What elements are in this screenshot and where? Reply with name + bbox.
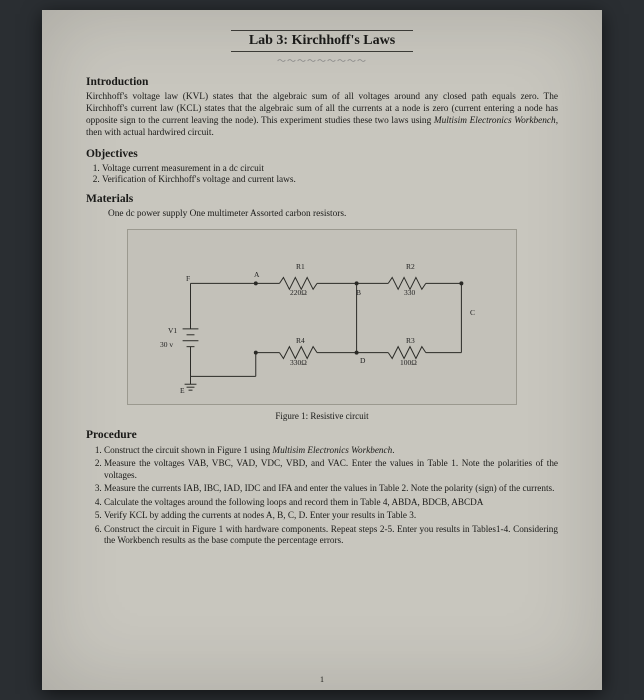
figure-circuit: F A B C D E V1 30 v R1 220Ω R2 330 R3 10… (127, 229, 517, 405)
heading-introduction: Introduction (86, 76, 558, 88)
heading-objectives: Objectives (86, 148, 558, 160)
proc-text: . (392, 445, 394, 455)
resistor-label-r3: R3 (406, 336, 415, 345)
objective-item: Verification of Kirchhoff's voltage and … (102, 175, 558, 185)
materials-text: One dc power supply One multimeter Assor… (108, 209, 558, 219)
title-block: Lab 3: Kirchhoff's Laws ～～～～～～～～～ (86, 30, 558, 62)
proc-text: AB, IBC, IAD, IDC and IFA and enter the … (186, 483, 554, 493)
resistor-value-r1: 220Ω (290, 288, 307, 297)
objectives-list: Voltage current measurement in a dc circ… (102, 164, 558, 185)
procedure-item: Measure the currents IAB, IBC, IAD, IDC … (104, 483, 558, 495)
page-number: 1 (42, 675, 602, 684)
intro-software-name: Multisim Electronics Workbench (434, 116, 556, 126)
resistor-label-r2: R2 (406, 262, 415, 271)
figure-caption: Figure 1: Resistive circuit (86, 411, 558, 421)
heading-materials: Materials (86, 193, 558, 205)
source-value: 30 v (160, 340, 173, 349)
procedure-item: Verify KCL by adding the currents at nod… (104, 510, 558, 522)
proc-text: Construct the circuit shown in Figure 1 … (104, 445, 272, 455)
introduction-paragraph: Kirchhoff's voltage law (KVL) states tha… (86, 92, 558, 140)
underline-decoration: ～～～～～～～～～ (242, 54, 402, 62)
proc-text: Measure the voltages V (104, 458, 193, 468)
source-label-v1: V1 (168, 326, 177, 335)
resistor-label-r4: R4 (296, 336, 305, 345)
resistor-value-r3: 100Ω (400, 358, 417, 367)
procedure-item: Construct the circuit in Figure 1 with h… (104, 524, 558, 547)
proc-em: Multisim Electronics Workbench (272, 445, 392, 455)
procedure-item: Construct the circuit shown in Figure 1 … (104, 445, 558, 457)
procedure-item: Calculate the voltages around the follow… (104, 497, 558, 509)
heading-procedure: Procedure (86, 429, 558, 441)
resistor-label-r1: R1 (296, 262, 305, 271)
node-label-c: C (470, 308, 475, 317)
document-page: Lab 3: Kirchhoff's Laws ～～～～～～～～～ Introd… (42, 10, 602, 690)
node-label-b: B (356, 288, 361, 297)
page-title: Lab 3: Kirchhoff's Laws (231, 30, 413, 52)
proc-text: Measure the currents I (104, 483, 186, 493)
node-label-a: A (254, 270, 259, 279)
node-label-f: F (186, 274, 190, 283)
resistor-value-r2: 330 (404, 288, 415, 297)
node-label-d: D (360, 356, 365, 365)
node-label-e: E (180, 386, 185, 395)
procedure-item: Measure the voltages VAB, VBC, VAD, VDC,… (104, 458, 558, 481)
proc-text: Calculate the voltages around the follow… (104, 497, 483, 507)
circuit-svg (128, 230, 516, 404)
procedure-list: Construct the circuit shown in Figure 1 … (104, 445, 558, 547)
proc-text: Construct the circuit in Figure 1 with h… (104, 524, 558, 546)
proc-text: Verify KCL by adding the currents at nod… (104, 510, 416, 520)
objective-item: Voltage current measurement in a dc circ… (102, 164, 558, 174)
resistor-value-r4: 330Ω (290, 358, 307, 367)
